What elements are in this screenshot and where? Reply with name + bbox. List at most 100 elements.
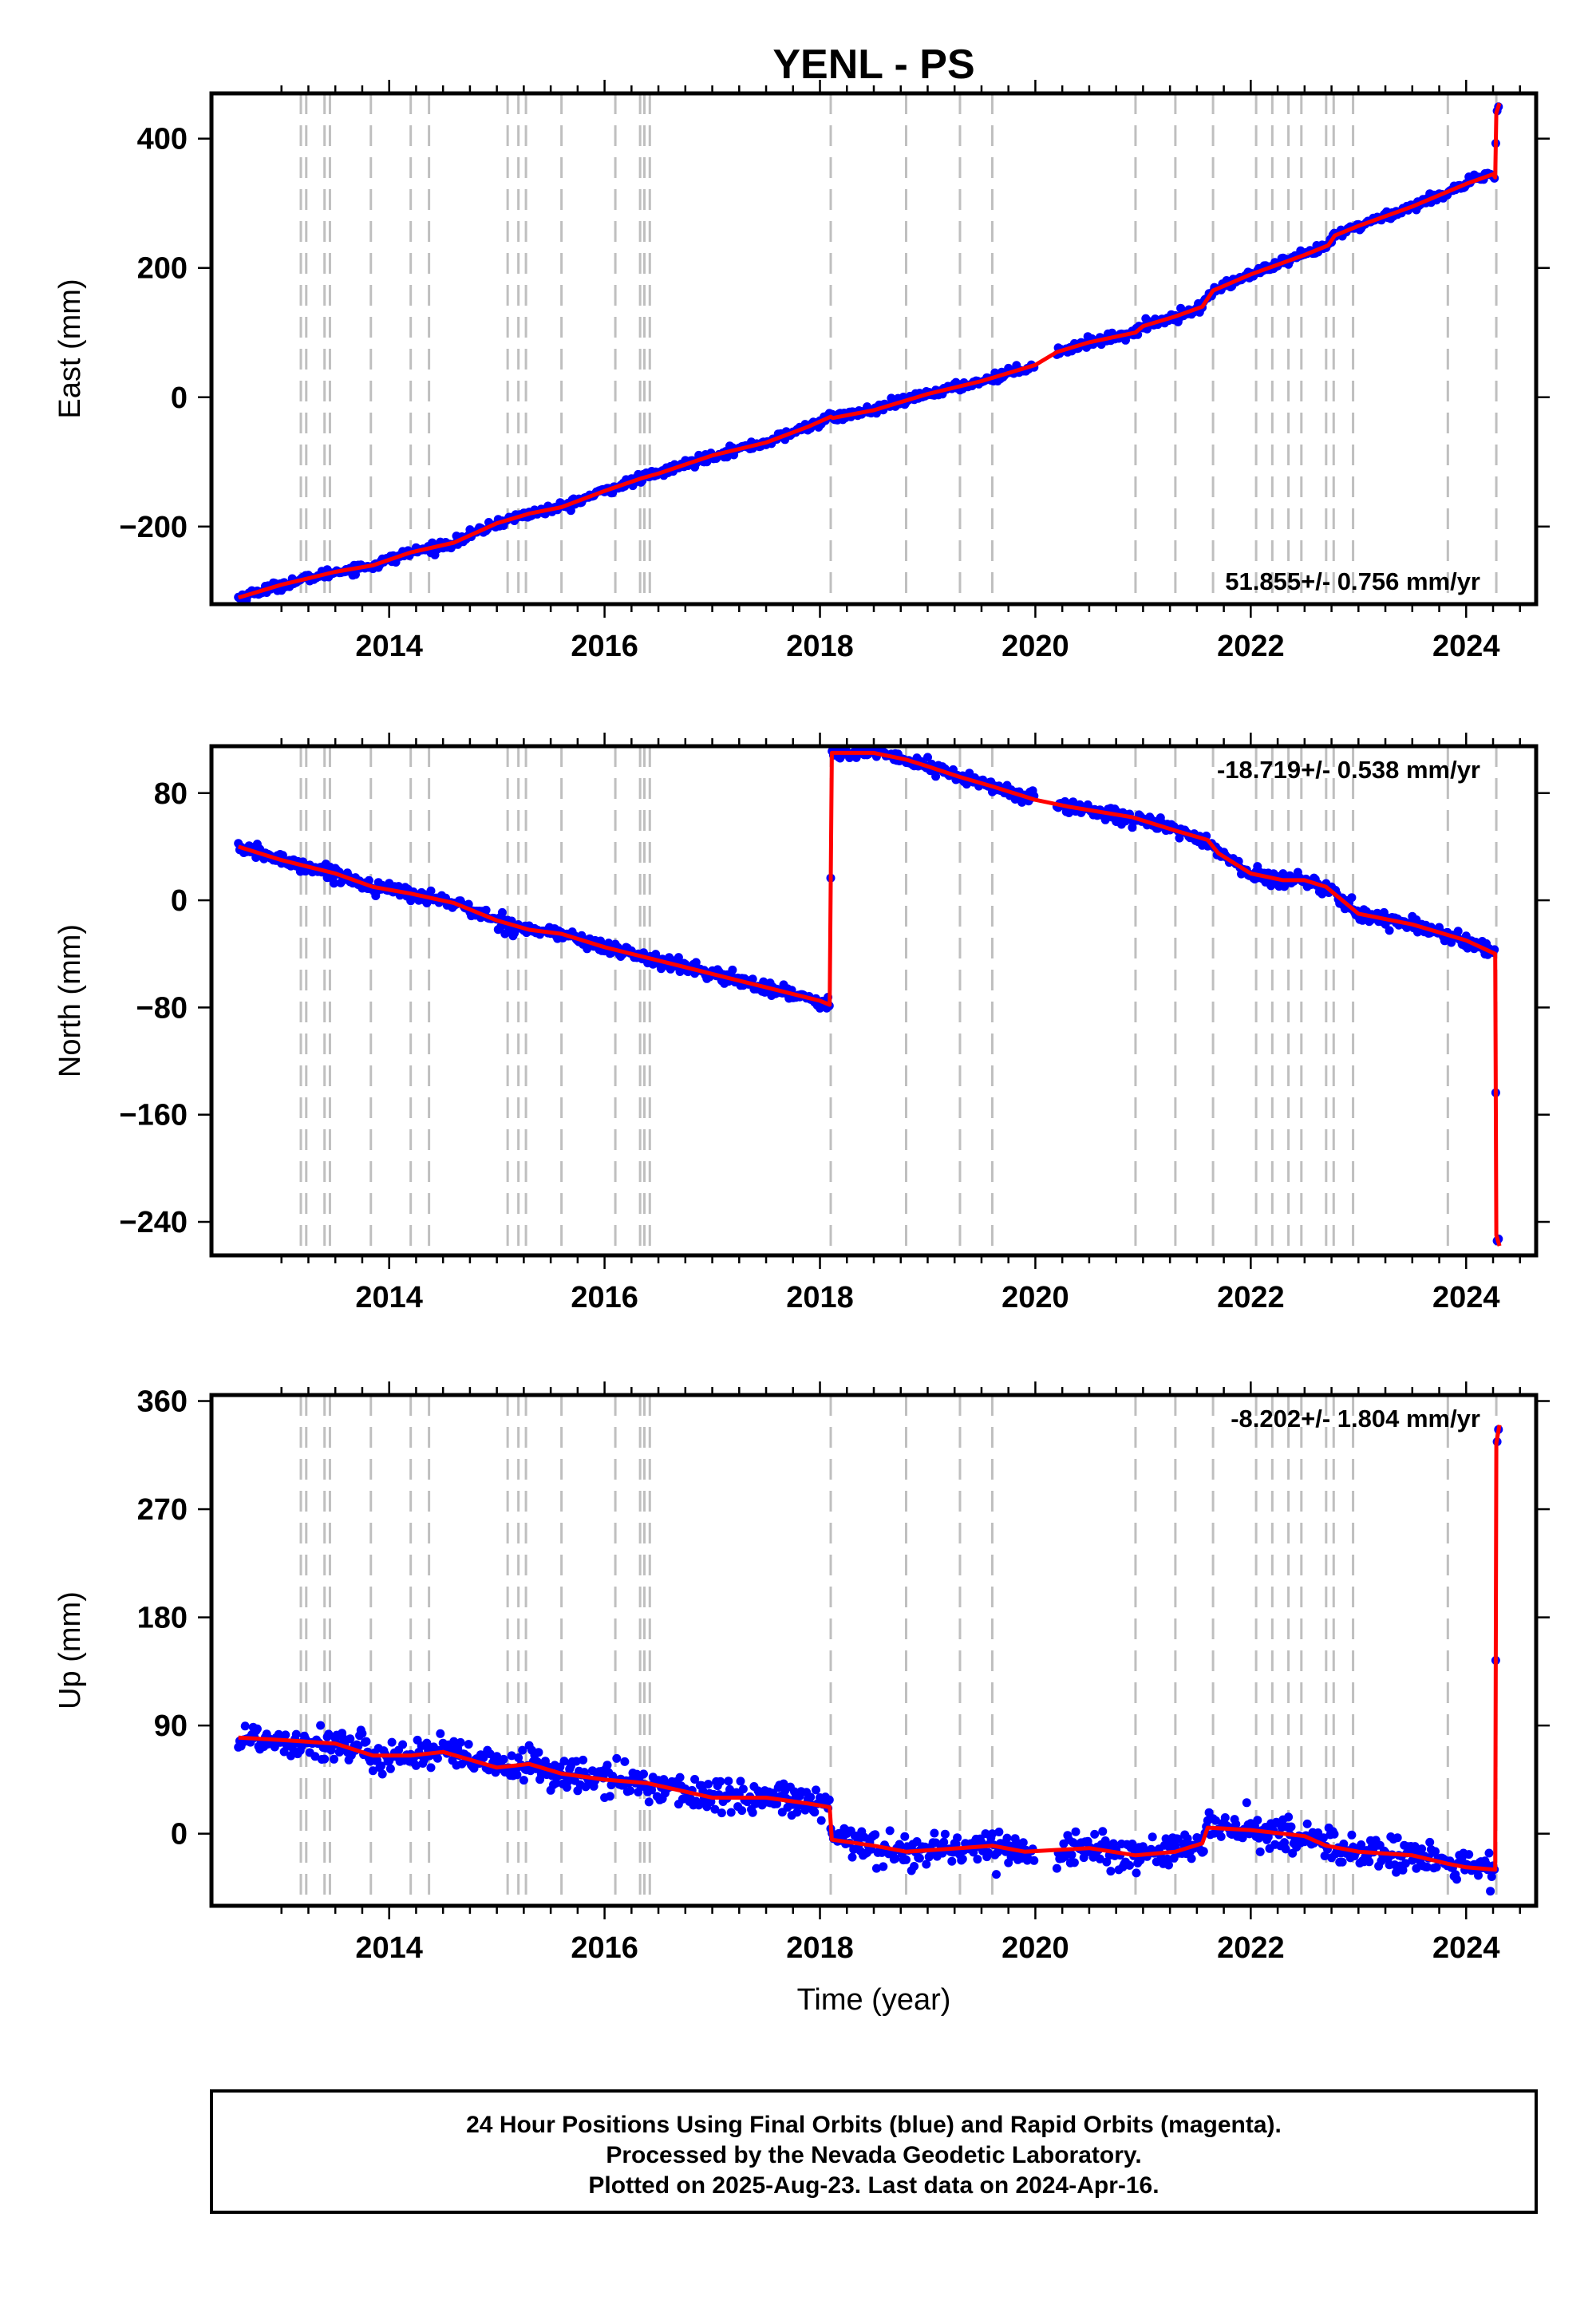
data-point: [1069, 1858, 1079, 1867]
x-tick-label: 2024: [1432, 1281, 1500, 1314]
data-point: [518, 1745, 527, 1755]
data-point: [426, 886, 436, 895]
footer-line-2: Processed by the Nevada Geodetic Laborat…: [606, 2142, 1141, 2168]
data-point: [748, 974, 757, 984]
data-point: [849, 1844, 859, 1854]
data-point: [1365, 1857, 1374, 1867]
data-point: [1171, 1841, 1180, 1851]
data-point: [571, 1757, 581, 1766]
data-point: [900, 1832, 910, 1841]
x-tick-label: 2014: [355, 630, 423, 663]
data-point: [422, 1738, 432, 1748]
data-point: [644, 1797, 654, 1807]
data-point: [436, 1729, 445, 1738]
y-tick-label: −200: [119, 511, 188, 544]
y-tick-label: 0: [171, 884, 188, 918]
data-point: [847, 1852, 857, 1862]
data-point: [993, 1848, 1002, 1857]
footer-box: [210, 2089, 1538, 2214]
data-point: [1339, 1840, 1349, 1848]
data-point: [1018, 1838, 1028, 1848]
x-tick-label: 2020: [1001, 1931, 1069, 1965]
x-tick-label: 2024: [1432, 630, 1500, 663]
data-point: [988, 1829, 997, 1839]
y-tick-label: 270: [137, 1493, 188, 1527]
x-axis-label: Time (year): [797, 1983, 951, 2017]
x-tick-label: 2014: [355, 1931, 423, 1965]
data-point: [1319, 1833, 1328, 1843]
data-point: [1385, 926, 1394, 935]
data-point: [983, 1848, 993, 1857]
data-point: [716, 1777, 725, 1786]
data-point: [1187, 1854, 1196, 1863]
data-point: [291, 1729, 301, 1739]
up-plot-frame: [209, 1393, 1539, 1908]
data-point: [871, 1863, 881, 1873]
data-point: [497, 907, 507, 917]
data-point: [1090, 1829, 1100, 1839]
data-point: [1452, 1875, 1461, 1884]
data-point: [1238, 1833, 1247, 1843]
y-tick-label: 360: [137, 1385, 188, 1419]
data-point: [1255, 1847, 1265, 1856]
north-event-lines: [299, 746, 1498, 1255]
north-y-axis-label: North (mm): [53, 924, 87, 1077]
data-point: [559, 1757, 569, 1766]
data-point: [377, 1761, 386, 1771]
y-tick-label: 200: [137, 252, 188, 286]
data-point: [330, 879, 338, 888]
data-point: [240, 1721, 250, 1731]
data-point: [507, 1751, 516, 1761]
up-y-axis-label: Up (mm): [53, 1591, 87, 1709]
x-tick-label: 2022: [1217, 630, 1285, 663]
data-point: [398, 1740, 408, 1749]
data-point: [449, 1737, 459, 1746]
data-point: [251, 853, 261, 862]
x-tick-label: 2014: [355, 1281, 423, 1314]
data-point: [358, 1729, 367, 1738]
data-point: [992, 1870, 1001, 1879]
footer-line-3: Plotted on 2025-Aug-23. Last data on 202…: [588, 2172, 1159, 2199]
y-tick-label: 400: [137, 123, 188, 156]
data-point: [910, 1862, 919, 1871]
data-point: [385, 1764, 395, 1773]
data-point: [310, 1752, 320, 1761]
y-tick-label: 0: [171, 381, 188, 415]
data-point: [772, 1799, 781, 1808]
data-point: [1357, 1840, 1366, 1849]
x-tick-label: 2016: [571, 630, 638, 663]
y-tick-label: −80: [136, 991, 188, 1025]
data-point: [1337, 1857, 1347, 1867]
data-point: [1098, 1827, 1108, 1836]
data-point: [1302, 1819, 1312, 1828]
data-point: [1102, 1857, 1112, 1867]
x-tick-label: 2022: [1217, 1281, 1285, 1314]
data-point: [969, 1848, 978, 1857]
data-point: [387, 1737, 397, 1747]
x-tick-label: 2020: [1001, 630, 1069, 663]
data-point: [726, 1808, 736, 1817]
data-point: [939, 1837, 949, 1847]
data-point: [1484, 1848, 1494, 1858]
data-point: [1486, 1887, 1495, 1896]
data-point: [930, 1828, 939, 1838]
data-point: [1216, 1832, 1226, 1841]
data-point: [728, 965, 737, 974]
data-point: [902, 1855, 911, 1864]
data-point: [605, 1792, 614, 1801]
up-rate-label: -8.202+/- 1.804 mm/yr: [1231, 1405, 1480, 1433]
up-panel: 2014 2016 2018 2020 2022 2024 0 90 180 270 360 Up (…: [53, 1381, 1550, 1965]
north-rate-label: -18.719+/- 0.538 mm/yr: [1217, 756, 1480, 784]
data-point: [499, 1754, 508, 1764]
data-point: [281, 1730, 290, 1740]
data-point: [457, 1759, 467, 1769]
east-model-line: [237, 102, 1502, 600]
data-point: [512, 1770, 522, 1780]
data-point: [1412, 1863, 1421, 1873]
data-point: [1329, 1829, 1339, 1839]
data-point: [1263, 1832, 1273, 1842]
data-point: [1398, 1865, 1408, 1875]
data-point: [602, 1761, 612, 1770]
north-panel: 2014 2016 2018 2020 2022 2024 −240 −160 −80 0 80 No…: [53, 733, 1550, 1314]
data-point: [816, 1816, 826, 1825]
